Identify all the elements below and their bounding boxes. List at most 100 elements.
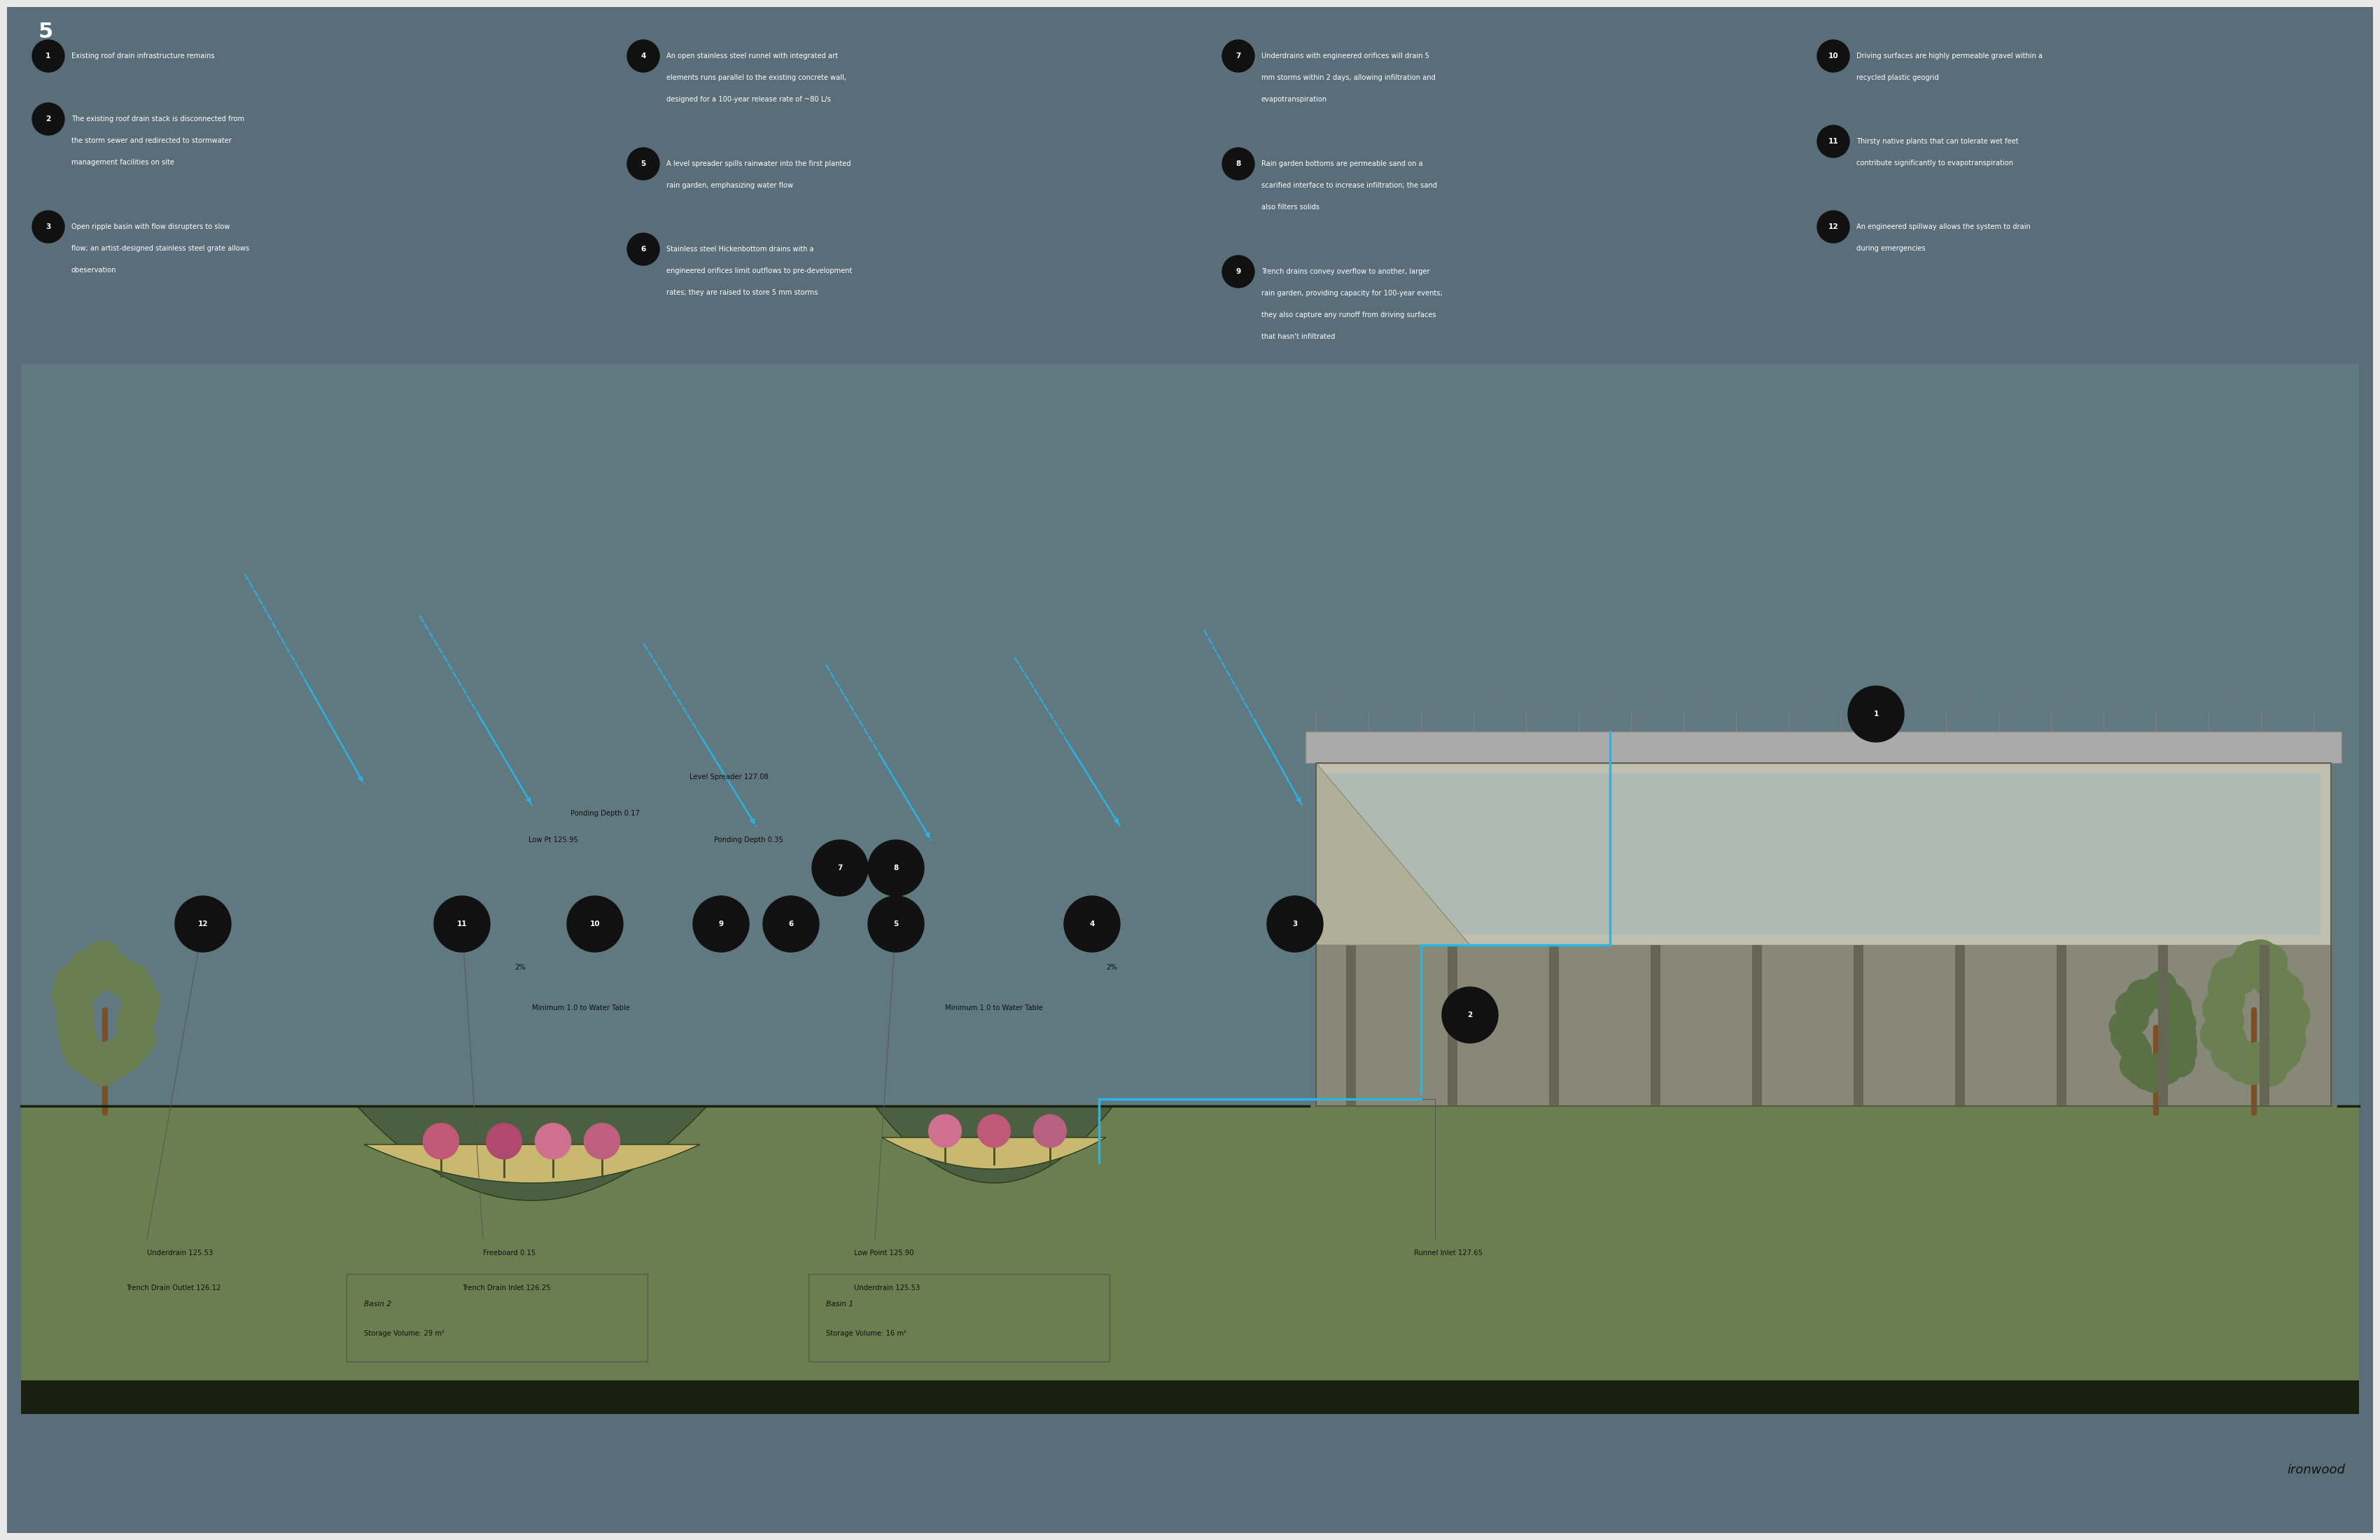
Circle shape: [2206, 1001, 2244, 1038]
Circle shape: [105, 959, 140, 996]
Text: the storm sewer and redirected to stormwater: the storm sewer and redirected to stormw…: [71, 137, 231, 145]
Text: Underdrain 125.53: Underdrain 125.53: [148, 1249, 212, 1257]
Circle shape: [2263, 987, 2301, 1023]
Text: 6: 6: [788, 921, 793, 927]
Text: Basin 1: Basin 1: [826, 1301, 854, 1307]
Text: during emergencies: during emergencies: [1856, 245, 1925, 253]
Circle shape: [2263, 1033, 2301, 1070]
Circle shape: [2209, 969, 2244, 1006]
Circle shape: [2268, 1023, 2306, 1060]
FancyBboxPatch shape: [1652, 946, 1661, 1106]
Circle shape: [2211, 958, 2249, 995]
Text: 9: 9: [1235, 268, 1240, 276]
FancyBboxPatch shape: [1447, 946, 1457, 1106]
Text: 3: 3: [1292, 921, 1297, 927]
Text: management facilities on site: management facilities on site: [71, 159, 174, 166]
Circle shape: [2221, 958, 2259, 995]
Circle shape: [2132, 979, 2163, 1009]
Circle shape: [93, 953, 129, 990]
Text: Storage Volume: 29 m²: Storage Volume: 29 m²: [364, 1331, 445, 1337]
Polygon shape: [1316, 762, 1471, 946]
Circle shape: [2166, 1036, 2197, 1067]
Circle shape: [64, 1033, 100, 1070]
Text: 9: 9: [719, 921, 724, 927]
Circle shape: [2273, 996, 2311, 1033]
Text: Minimum 1.0 to Water Table: Minimum 1.0 to Water Table: [533, 1004, 631, 1012]
Circle shape: [2221, 1038, 2256, 1075]
Text: mm storms within 2 days, allowing infiltration and: mm storms within 2 days, allowing infilt…: [1261, 74, 1435, 82]
Circle shape: [57, 1012, 95, 1049]
Text: Ponding Depth 0.17: Ponding Depth 0.17: [571, 810, 640, 816]
Text: Level Spreader 127.08: Level Spreader 127.08: [690, 773, 769, 781]
Text: recycled plastic geogrid: recycled plastic geogrid: [1856, 74, 1940, 82]
Circle shape: [119, 1021, 155, 1058]
Text: Freeboard 0.15: Freeboard 0.15: [483, 1249, 536, 1257]
Text: Stainless steel Hickenbottom drains with a: Stainless steel Hickenbottom drains with…: [666, 246, 814, 253]
Text: also filters solids: also filters solids: [1261, 203, 1319, 211]
Circle shape: [119, 972, 155, 1009]
Text: Low Point 125.90: Low Point 125.90: [854, 1249, 914, 1257]
Circle shape: [112, 1029, 148, 1066]
Text: 3: 3: [45, 223, 50, 231]
FancyBboxPatch shape: [1854, 946, 1864, 1106]
Circle shape: [2202, 1016, 2237, 1053]
Text: Trench Drain Inlet 126.25: Trench Drain Inlet 126.25: [462, 1284, 550, 1292]
Circle shape: [2202, 990, 2240, 1027]
Circle shape: [2156, 984, 2187, 1015]
Text: Underdrain 125.53: Underdrain 125.53: [854, 1284, 921, 1292]
Circle shape: [1223, 40, 1254, 72]
Text: 12: 12: [198, 921, 207, 927]
Circle shape: [2152, 981, 2182, 1012]
FancyBboxPatch shape: [21, 1106, 2359, 1414]
FancyBboxPatch shape: [1752, 946, 1761, 1106]
Text: 7: 7: [838, 864, 843, 872]
Circle shape: [2228, 950, 2263, 987]
Text: Trench Drain Outlet 126.12: Trench Drain Outlet 126.12: [126, 1284, 221, 1292]
Text: 2: 2: [1468, 1012, 1473, 1018]
Circle shape: [2116, 992, 2147, 1023]
Circle shape: [424, 1123, 459, 1160]
Text: 2: 2: [45, 115, 50, 123]
Text: 1: 1: [1873, 710, 1878, 718]
Circle shape: [105, 1035, 143, 1072]
Circle shape: [2156, 1046, 2185, 1076]
FancyBboxPatch shape: [1316, 762, 2330, 946]
Circle shape: [112, 962, 150, 999]
Circle shape: [764, 896, 819, 952]
Circle shape: [2128, 979, 2156, 1010]
Text: 8: 8: [892, 864, 900, 872]
Circle shape: [2259, 967, 2294, 1004]
Polygon shape: [357, 1106, 707, 1201]
Circle shape: [2166, 1016, 2194, 1047]
FancyBboxPatch shape: [7, 8, 2373, 1532]
Text: Minimum 1.0 to Water Table: Minimum 1.0 to Water Table: [945, 1004, 1042, 1012]
Circle shape: [2166, 1007, 2197, 1038]
Circle shape: [33, 103, 64, 136]
Circle shape: [869, 896, 923, 952]
Circle shape: [57, 992, 93, 1029]
Circle shape: [57, 1003, 93, 1038]
Text: Existing roof drain infrastructure remains: Existing roof drain infrastructure remai…: [71, 52, 214, 60]
Circle shape: [2232, 941, 2271, 978]
Circle shape: [119, 996, 155, 1033]
Circle shape: [2118, 1004, 2149, 1035]
Circle shape: [2225, 1046, 2263, 1083]
Text: 7: 7: [1235, 52, 1240, 60]
Text: rain garden, providing capacity for 100-year events;: rain garden, providing capacity for 100-…: [1261, 290, 1442, 297]
Circle shape: [2266, 973, 2304, 1010]
Circle shape: [2111, 1023, 2142, 1052]
Circle shape: [86, 1049, 121, 1086]
Circle shape: [1818, 40, 1849, 72]
Text: 1: 1: [45, 52, 50, 60]
Text: obeservation: obeservation: [71, 266, 117, 274]
Text: 2%: 2%: [1107, 964, 1116, 970]
Text: scarified interface to increase infiltration; the sand: scarified interface to increase infiltra…: [1261, 182, 1438, 189]
Circle shape: [1223, 148, 1254, 180]
Text: An open stainless steel runnel with integrated art: An open stainless steel runnel with inte…: [666, 52, 838, 60]
Circle shape: [2140, 1063, 2171, 1092]
Text: 10: 10: [590, 921, 600, 927]
Circle shape: [176, 896, 231, 952]
Text: 4: 4: [1090, 921, 1095, 927]
Polygon shape: [876, 1106, 1114, 1183]
Circle shape: [69, 950, 105, 987]
